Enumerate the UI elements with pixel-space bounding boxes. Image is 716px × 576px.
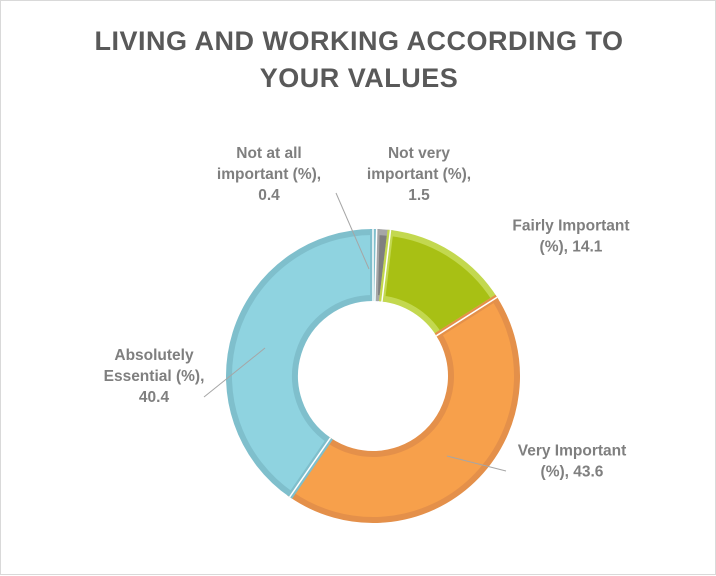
data-label-line: (%), 43.6 (541, 464, 604, 481)
data-label-line: 40.4 (139, 389, 170, 406)
slice-separator (288, 437, 332, 498)
data-label-line: 1.5 (408, 187, 430, 204)
data-label-very-important: Very Important (%), 43.6 (518, 443, 627, 481)
data-label-absolutely-essential: Absolutely Essential (%), 40.4 (104, 347, 205, 406)
chart-title: LIVING AND WORKING ACCORDING TO YOUR VAL… (1, 23, 716, 97)
data-label-line: (%), 14.1 (540, 239, 603, 256)
slice-separator (435, 296, 498, 337)
slice-separator (381, 229, 392, 302)
slice-absolutely-essential (226, 228, 376, 499)
data-label-line: Not very (388, 145, 450, 162)
leader-line-absolutely-essential (203, 347, 266, 398)
data-label-line: important (%), (367, 166, 471, 183)
data-label-not-at-all-important: Not at all important (%), 0.4 (217, 145, 321, 204)
leader-line-very-important (446, 455, 507, 472)
data-label-line: Fairly Important (512, 218, 629, 235)
data-label-fairly-important: Fairly Important (%), 14.1 (512, 218, 629, 256)
data-label-line: Very Important (518, 443, 627, 460)
data-label-line: important (%), (217, 166, 321, 183)
leader-line-not-at-all-important (335, 192, 370, 270)
data-label-line: Not at all (236, 145, 301, 162)
chart-title-line-1: LIVING AND WORKING ACCORDING TO (94, 26, 624, 56)
data-label-line: Absolutely (114, 347, 194, 364)
slice-very-important (287, 294, 520, 523)
data-label-not-very-important: Not very important (%), 1.5 (367, 145, 471, 204)
chart-title-line-2: YOUR VALUES (259, 63, 459, 93)
data-label-line: 0.4 (258, 187, 280, 204)
slice-separator (374, 229, 378, 302)
data-label-line: Essential (%), (104, 368, 205, 385)
